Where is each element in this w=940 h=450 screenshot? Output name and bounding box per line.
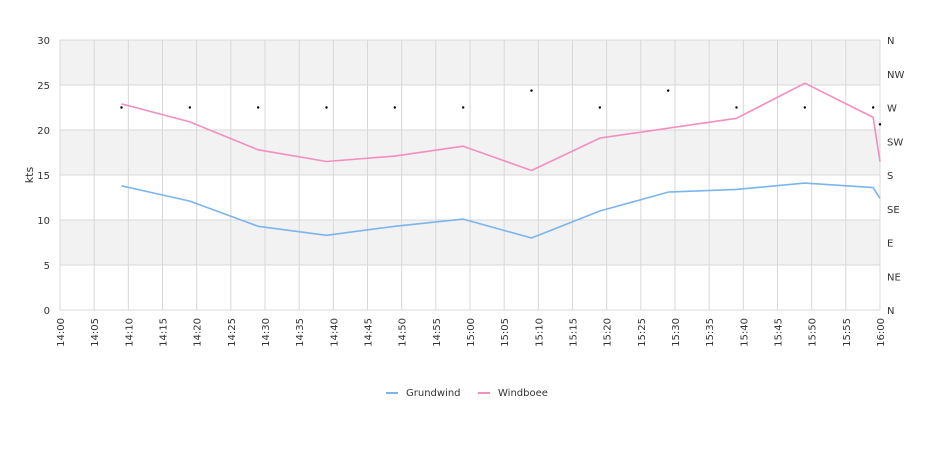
- direction-marker: [393, 106, 397, 109]
- series-lines: [121, 82, 881, 239]
- x-tick-label: 15:40: [739, 318, 750, 347]
- y-tick-label: 20: [37, 126, 50, 137]
- direction-marker: [878, 123, 882, 126]
- y-tick-label: 15: [37, 171, 50, 182]
- y2-tick-label: SW: [887, 137, 903, 148]
- legend[interactable]: Grundwind Windboee: [386, 388, 548, 399]
- x-tick-label: 15:15: [569, 318, 580, 347]
- direction-marker: [256, 106, 260, 109]
- x-tick-label: 15:25: [637, 318, 648, 347]
- x-tick-label: 14:20: [193, 318, 204, 347]
- series-line-grundwind: [121, 182, 881, 239]
- legend-item-grundwind[interactable]: Grundwind: [386, 388, 461, 399]
- direction-marker: [871, 106, 875, 109]
- y-tick-label: 0: [44, 306, 50, 317]
- y2-tick-label: S: [887, 171, 893, 182]
- direction-marker: [735, 106, 738, 109]
- x-tick-label: 15:00: [466, 318, 477, 347]
- direction-marker: [666, 89, 670, 92]
- x-tick-label: 15:05: [500, 318, 511, 347]
- x-tick-label: 14:55: [432, 318, 443, 347]
- x-tick-label: 14:35: [295, 318, 306, 347]
- direction-marker: [598, 106, 602, 109]
- legend-label: Windboee: [498, 388, 548, 399]
- x-tick-label: 15:55: [842, 318, 853, 347]
- x-tick-label: 14:30: [261, 318, 272, 347]
- direction-markers: [120, 89, 882, 126]
- direction-marker: [530, 89, 533, 92]
- x-tick-label: 14:25: [227, 318, 238, 347]
- x-tick-label: 14:40: [329, 318, 340, 347]
- y2-tick-label: W: [887, 104, 897, 115]
- direction-marker: [461, 106, 465, 109]
- y2-tick-label: NW: [887, 70, 904, 81]
- y2-tick-label: NE: [887, 272, 901, 283]
- y-tick-label: 5: [44, 261, 50, 272]
- x-tick-label: 15:30: [671, 318, 682, 347]
- x-axis-tick-labels: 14:00 14:05 14:10 14:15 14:20 14:25 14:30 14:35…: [56, 318, 887, 347]
- x-tick-label: 14:05: [90, 318, 101, 347]
- x-tick-label: 14:50: [398, 318, 409, 347]
- y-axis-tick-labels: 0 5 10 15 20 25 30: [37, 36, 50, 317]
- x-tick-label: 14:10: [124, 318, 135, 347]
- x-tick-label: 15:10: [534, 318, 545, 347]
- x-tick-label: 16:00: [876, 318, 887, 347]
- legend-item-windboee[interactable]: Windboee: [478, 388, 548, 399]
- y-axis-title: kts: [23, 167, 36, 184]
- series-line-windboee: [121, 82, 881, 172]
- y2-axis-tick-labels: N NE E SE S SW W NW N: [887, 36, 904, 317]
- legend-label: Grundwind: [406, 388, 461, 399]
- x-tick-label: 15:20: [603, 318, 614, 347]
- direction-marker: [325, 106, 328, 109]
- x-tick-label: 14:15: [159, 318, 170, 347]
- y2-tick-label: N: [887, 306, 894, 317]
- direction-marker: [120, 106, 123, 109]
- y2-tick-label: SE: [887, 205, 900, 216]
- y2-tick-label: N: [887, 36, 894, 47]
- x-tick-label: 14:00: [56, 318, 67, 347]
- x-tick-label: 14:45: [364, 318, 375, 347]
- y-tick-label: 10: [37, 216, 50, 227]
- horizontal-gridlines: [60, 39, 880, 311]
- x-tick-label: 15:45: [774, 318, 785, 347]
- y-tick-label: 25: [37, 81, 50, 92]
- y2-tick-label: E: [887, 239, 893, 250]
- direction-marker: [803, 106, 807, 109]
- x-tick-label: 15:50: [808, 318, 819, 347]
- direction-marker: [188, 106, 192, 109]
- x-tick-label: 15:35: [705, 318, 716, 347]
- y-tick-label: 30: [37, 36, 50, 47]
